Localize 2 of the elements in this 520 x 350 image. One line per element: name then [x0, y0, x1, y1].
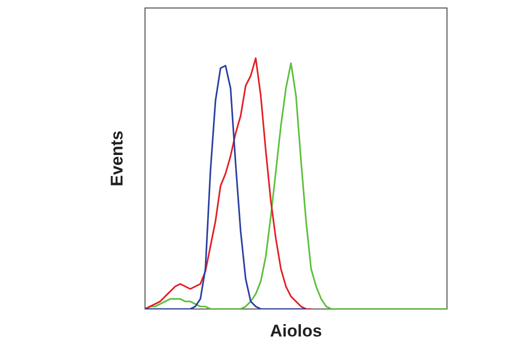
- y-axis-title: Events: [108, 130, 127, 186]
- x-axis-title: Aiolos: [270, 322, 322, 341]
